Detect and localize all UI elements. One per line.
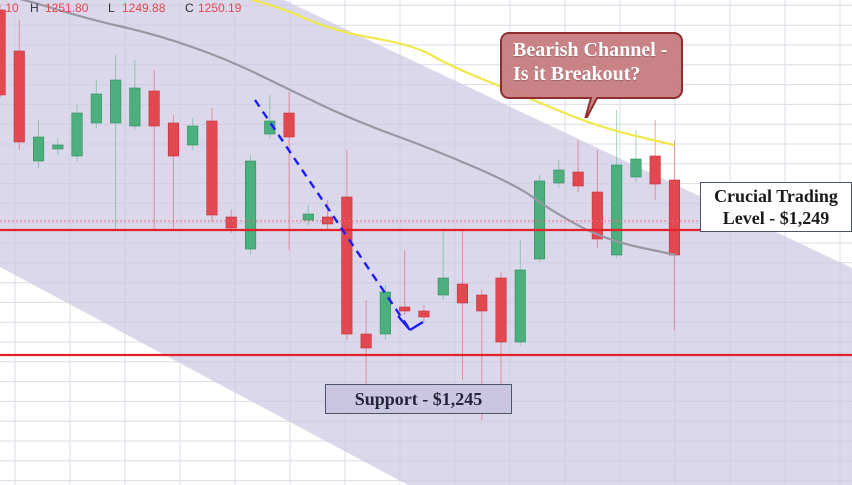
svg-text:1249.88: 1249.88 [122, 1, 166, 15]
svg-text:1250.19: 1250.19 [198, 1, 242, 15]
svg-text:L: L [108, 1, 115, 15]
svg-text:H: H [30, 1, 39, 15]
svg-text:1251.80: 1251.80 [45, 1, 89, 15]
svg-text:C: C [185, 1, 194, 15]
svg-text:.10: .10 [2, 1, 19, 15]
